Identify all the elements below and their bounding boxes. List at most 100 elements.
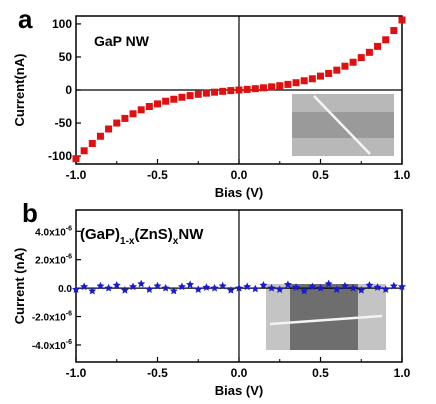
data-point	[332, 285, 341, 293]
inset-nanowire	[269, 314, 383, 326]
data-point	[300, 286, 309, 295]
data-point	[275, 285, 284, 293]
data-point	[154, 100, 161, 108]
data-point	[211, 88, 219, 96]
data-point	[72, 285, 80, 293]
x-axis-title: Bias (V)	[215, 383, 263, 398]
y-tick-label: -100	[48, 149, 72, 163]
inset-sem-image	[292, 94, 394, 156]
y-tick-label: 100	[52, 17, 72, 31]
data-point	[194, 285, 203, 293]
data-point	[218, 281, 227, 290]
data-point	[202, 89, 210, 97]
data-point	[177, 282, 186, 291]
data-point	[325, 69, 333, 77]
y-tick-label: -50	[55, 116, 73, 130]
data-point	[80, 282, 89, 291]
y-tick-label: -2.0x10-6	[32, 311, 72, 324]
data-point	[104, 283, 113, 292]
data-point	[316, 283, 325, 292]
data-point	[268, 83, 276, 91]
data-point	[80, 147, 88, 155]
data-point	[308, 282, 317, 291]
data-point	[170, 95, 178, 103]
data-point	[374, 42, 382, 50]
data-point	[113, 119, 121, 127]
data-point	[178, 93, 186, 101]
inset-nanowire	[313, 95, 371, 155]
x-tick-label: -0.5	[147, 168, 168, 182]
data-point	[389, 281, 398, 290]
data-series	[72, 279, 406, 295]
data-point	[186, 280, 195, 288]
y-tick-label: 0	[65, 83, 72, 97]
y-tick-label: 4.0x10-6	[35, 225, 72, 238]
data-point	[145, 103, 153, 111]
panel-letter: b	[22, 198, 38, 228]
data-point	[243, 85, 251, 93]
data-point	[112, 281, 121, 289]
data-point	[226, 286, 235, 294]
data-point	[186, 92, 194, 100]
data-point	[96, 281, 105, 290]
data-point	[162, 97, 170, 105]
data-point	[210, 283, 219, 292]
data-point	[153, 281, 162, 290]
data-point	[129, 282, 138, 291]
x-tick-label: 0.0	[231, 366, 248, 380]
panel-a: a -1.0 -0.5 0.0 0.5 1.0 100 50 0 -50 -100 Bias (V) C…	[12, 4, 411, 200]
data-point	[300, 77, 308, 85]
data-point	[324, 279, 333, 288]
data-point	[129, 110, 137, 118]
data-point	[267, 283, 276, 292]
inset-sem-image	[266, 284, 386, 350]
data-point	[137, 106, 145, 114]
data-point	[390, 27, 398, 35]
data-point	[72, 155, 80, 163]
data-point	[105, 125, 113, 133]
data-point	[292, 283, 301, 291]
data-point	[308, 75, 316, 83]
data-point	[235, 86, 243, 94]
data-point	[283, 280, 292, 288]
data-point	[292, 79, 300, 87]
data-point	[120, 286, 129, 294]
data-point	[340, 281, 349, 290]
data-point	[88, 140, 96, 148]
panel-b: b -1.0 -0.5 0.0 0.5 1.0 4.0x10-6 2.0x10-6 0.0 -2.…	[12, 198, 411, 398]
x-tick-label: -1.0	[66, 366, 87, 380]
data-point	[251, 284, 260, 293]
data-point	[276, 82, 284, 90]
data-point	[251, 85, 259, 93]
inset-electrode-gap	[290, 284, 358, 350]
x-tick-label: 0.5	[312, 366, 329, 380]
y-tick-label: -4.0x10-6	[32, 339, 72, 352]
data-point	[349, 58, 357, 66]
series-label: GaP NW	[94, 33, 150, 49]
data-point	[398, 282, 406, 291]
y-tick-label: 50	[59, 50, 73, 64]
panel-letter: a	[18, 4, 33, 34]
data-point	[317, 72, 324, 80]
data-point	[243, 282, 252, 291]
data-point	[88, 286, 97, 295]
series-label: (GaP)1-x(ZnS)xNW	[80, 226, 204, 247]
y-axis-title: Current (nA)	[12, 248, 27, 325]
data-point	[365, 281, 374, 289]
data-point	[373, 283, 382, 291]
data-point	[96, 132, 104, 140]
data-point	[169, 286, 178, 295]
y-axis-title: Current(nA)	[12, 54, 27, 127]
x-tick-label: -1.0	[66, 168, 87, 182]
data-point	[202, 283, 211, 291]
data-point	[341, 62, 349, 70]
y-tick-label: 2.0x10-6	[35, 254, 72, 267]
data-series	[72, 16, 406, 163]
data-point	[145, 285, 154, 293]
data-point	[357, 54, 365, 62]
data-point	[382, 36, 390, 44]
x-tick-label: -0.5	[147, 366, 168, 380]
data-point	[121, 114, 129, 122]
data-point	[365, 48, 373, 56]
